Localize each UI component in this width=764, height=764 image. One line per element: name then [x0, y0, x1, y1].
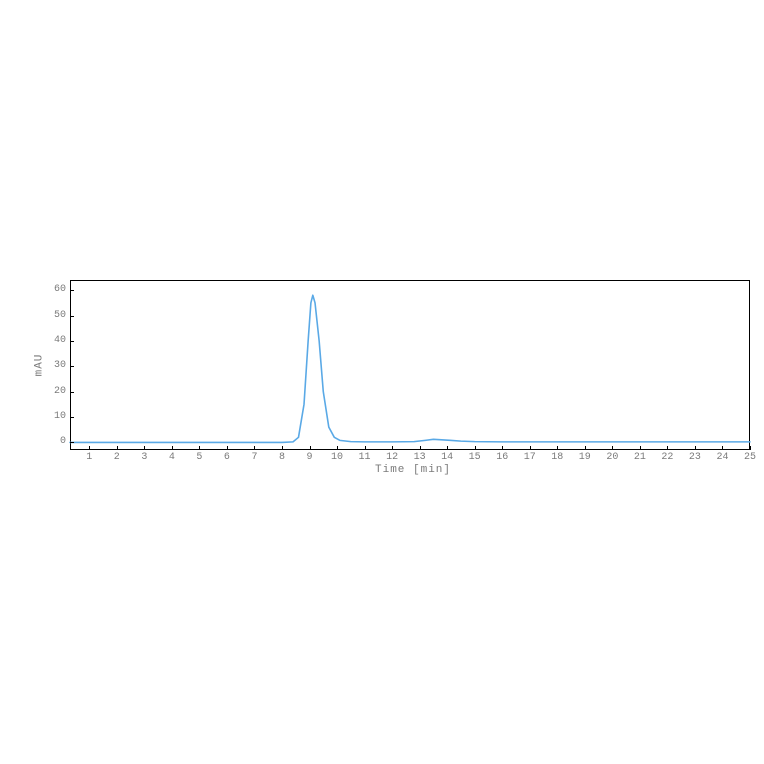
- x-tick: [447, 446, 448, 450]
- y-tick: [70, 392, 74, 393]
- x-tick: [144, 446, 145, 450]
- x-tick-label: 23: [685, 452, 705, 463]
- x-tick: [117, 446, 118, 450]
- x-tick-label: 2: [107, 452, 127, 463]
- x-tick-label: 20: [602, 452, 622, 463]
- x-tick-label: 8: [272, 452, 292, 463]
- x-tick: [392, 446, 393, 450]
- y-tick: [70, 417, 74, 418]
- x-tick-label: 5: [189, 452, 209, 463]
- chromatogram-line: [30, 280, 750, 450]
- x-tick-label: 6: [217, 452, 237, 463]
- x-tick: [585, 446, 586, 450]
- x-tick: [337, 446, 338, 450]
- x-tick: [227, 446, 228, 450]
- x-tick-label: 25: [740, 452, 760, 463]
- y-tick-label: 50: [42, 310, 66, 321]
- x-tick: [310, 446, 311, 450]
- y-tick: [70, 290, 74, 291]
- x-tick-label: 16: [492, 452, 512, 463]
- y-tick-label: 20: [42, 386, 66, 397]
- x-tick-label: 17: [520, 452, 540, 463]
- x-tick: [254, 446, 255, 450]
- x-tick: [530, 446, 531, 450]
- y-tick-label: 10: [42, 411, 66, 422]
- x-tick: [420, 446, 421, 450]
- y-tick-label: 40: [42, 335, 66, 346]
- x-tick-label: 24: [712, 452, 732, 463]
- x-tick: [199, 446, 200, 450]
- x-tick-label: 18: [547, 452, 567, 463]
- x-tick-label: 14: [437, 452, 457, 463]
- x-tick: [502, 446, 503, 450]
- x-tick: [89, 446, 90, 450]
- x-tick: [640, 446, 641, 450]
- x-tick-label: 7: [244, 452, 264, 463]
- y-tick-label: 60: [42, 284, 66, 295]
- x-tick: [612, 446, 613, 450]
- y-tick: [70, 341, 74, 342]
- x-tick: [557, 446, 558, 450]
- x-tick-label: 10: [327, 452, 347, 463]
- chromatogram-chart: mAU Time [min] 0102030405060123456789101…: [30, 280, 750, 480]
- x-tick: [475, 446, 476, 450]
- x-tick-label: 4: [162, 452, 182, 463]
- y-tick: [70, 366, 74, 367]
- x-tick-label: 11: [355, 452, 375, 463]
- x-tick-label: 21: [630, 452, 650, 463]
- x-tick-label: 3: [134, 452, 154, 463]
- y-tick: [70, 316, 74, 317]
- y-tick: [70, 442, 74, 443]
- x-tick: [695, 446, 696, 450]
- x-tick-label: 13: [410, 452, 430, 463]
- x-tick-label: 19: [575, 452, 595, 463]
- x-axis-label: Time [min]: [375, 464, 451, 476]
- x-tick-label: 9: [300, 452, 320, 463]
- x-tick: [365, 446, 366, 450]
- x-tick-label: 22: [657, 452, 677, 463]
- x-tick: [282, 446, 283, 450]
- x-tick-label: 1: [79, 452, 99, 463]
- x-tick-label: 15: [465, 452, 485, 463]
- x-tick: [172, 446, 173, 450]
- y-tick-label: 30: [42, 360, 66, 371]
- y-tick-label: 0: [42, 436, 66, 447]
- x-tick-label: 12: [382, 452, 402, 463]
- x-tick: [667, 446, 668, 450]
- x-tick: [750, 446, 751, 450]
- x-tick: [722, 446, 723, 450]
